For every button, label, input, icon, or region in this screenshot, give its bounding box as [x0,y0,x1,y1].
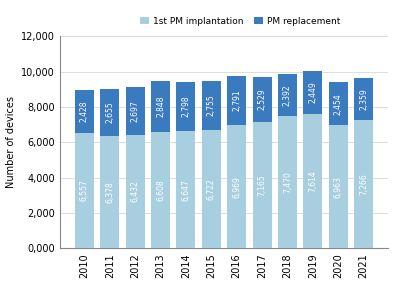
Text: 7,470: 7,470 [283,171,292,193]
Bar [252,77,272,122]
Text: 2,392: 2,392 [283,85,292,106]
Text: 6,647: 6,647 [182,179,190,201]
Text: 6,608: 6,608 [156,179,165,201]
Text: 7,165: 7,165 [258,174,266,196]
Text: 2,655: 2,655 [105,102,114,123]
Bar [303,71,322,114]
Bar [354,78,373,120]
Text: 7,614: 7,614 [308,170,317,192]
Bar [151,81,170,132]
Bar [100,89,119,136]
Text: 6,557: 6,557 [80,180,89,201]
Bar [202,81,221,130]
Bar [126,135,145,248]
Bar [202,130,221,248]
Text: 2,791: 2,791 [232,90,241,112]
Legend: 1st PM implantation, PM replacement: 1st PM implantation, PM replacement [137,13,344,29]
Text: 6,722: 6,722 [207,178,216,200]
Bar [75,133,94,248]
Bar [252,122,272,248]
Bar [176,82,196,131]
Bar [278,74,297,116]
Bar [303,114,322,248]
Text: 6,963: 6,963 [334,176,343,198]
Text: 2,798: 2,798 [182,95,190,117]
Bar [354,120,373,248]
Bar [227,76,246,125]
Text: 2,428: 2,428 [80,100,89,122]
Text: 2,359: 2,359 [359,88,368,110]
Text: 2,529: 2,529 [258,89,266,110]
Text: 2,454: 2,454 [334,93,343,115]
Bar [278,116,297,248]
Text: 2,848: 2,848 [156,96,165,117]
Text: 6,969: 6,969 [232,176,241,198]
Bar [75,90,94,133]
Bar [176,131,196,248]
Bar [329,82,348,125]
Text: 2,755: 2,755 [207,95,216,116]
Y-axis label: Number of devices: Number of devices [6,96,16,188]
Bar [329,125,348,248]
Bar [126,87,145,135]
Bar [151,132,170,248]
Text: 7,266: 7,266 [359,173,368,195]
Text: 6,432: 6,432 [131,181,140,202]
Bar [100,136,119,248]
Text: 2,449: 2,449 [308,82,317,103]
Bar [227,125,246,248]
Text: 6,378: 6,378 [105,181,114,203]
Text: 2,697: 2,697 [131,100,140,122]
